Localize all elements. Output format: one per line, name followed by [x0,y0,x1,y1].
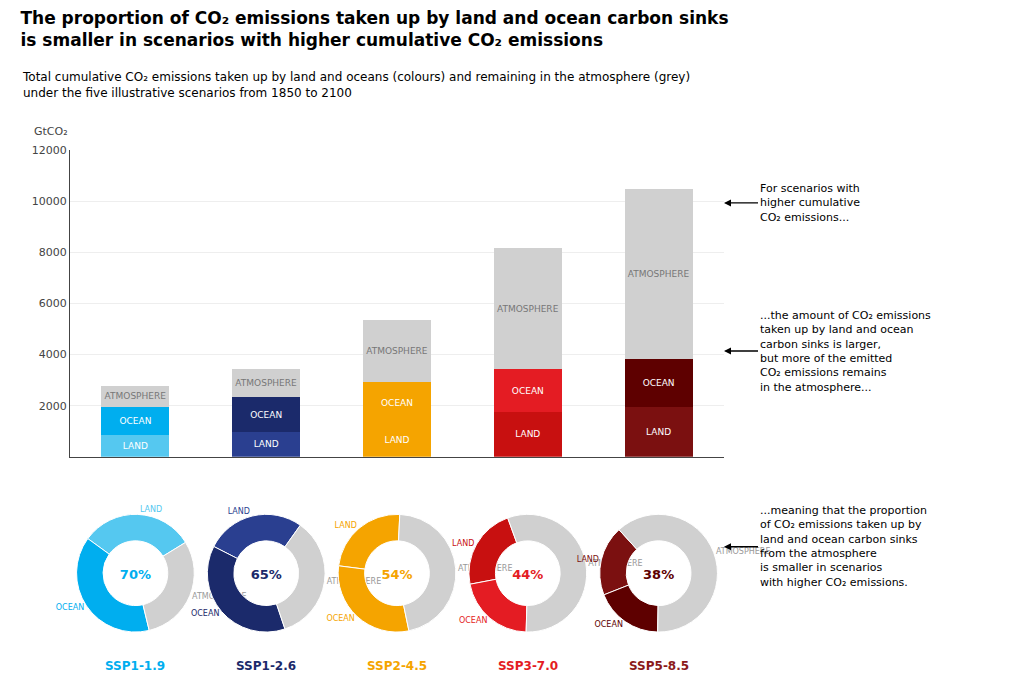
svg-text:...meaning that the proportion: ...meaning that the proportionof CO₂ emi… [760,504,927,589]
svg-text:ATMOSPHERE: ATMOSPHERE [588,559,643,569]
svg-text:4000: 4000 [39,348,67,361]
svg-text:OCEAN: OCEAN [643,378,675,388]
svg-text:LAND: LAND [140,505,162,514]
svg-text:OCEAN: OCEAN [56,603,84,612]
svg-text:38%: 38% [643,567,674,582]
svg-text:OCEAN: OCEAN [326,614,354,623]
svg-text:SSP3-7.0: SSP3-7.0 [498,659,558,673]
svg-text:SSP5-8.5: SSP5-8.5 [629,659,689,673]
svg-text:SSP1-2.6: SSP1-2.6 [236,659,296,673]
svg-text:The proportion of CO₂ emission: The proportion of CO₂ emissions taken up… [20,8,728,50]
svg-text:ATMOSPHERE: ATMOSPHERE [457,564,513,574]
svg-text:OCEAN: OCEAN [250,410,282,420]
svg-text:LAND: LAND [646,427,671,437]
svg-text:8000: 8000 [39,246,67,259]
svg-text:OCEAN: OCEAN [381,398,413,408]
svg-text:LAND: LAND [228,507,250,516]
svg-text:ATMOSPHERE: ATMOSPHERE [105,391,167,401]
svg-text:LAND: LAND [515,429,540,439]
svg-text:44%: 44% [512,567,543,582]
svg-text:OCEAN: OCEAN [512,386,544,396]
svg-text:LAND: LAND [452,539,474,548]
svg-text:SSP2-4.5: SSP2-4.5 [367,659,427,673]
svg-text:10000: 10000 [32,195,67,208]
svg-text:12000: 12000 [32,144,67,157]
svg-text:SSP1-1.9: SSP1-1.9 [105,659,165,673]
svg-text:Total cumulative CO₂ emissions: Total cumulative CO₂ emissions taken up … [22,70,690,100]
svg-text:...the amount of CO₂ emissions: ...the amount of CO₂ emissionstaken up b… [760,309,931,394]
svg-text:65%: 65% [251,567,282,582]
svg-text:ATMOSPHERE: ATMOSPHERE [366,346,428,356]
svg-text:ATMOSPHERE: ATMOSPHERE [628,269,690,279]
svg-text:ATMOSPHERE: ATMOSPHERE [497,304,559,314]
svg-text:OCEAN: OCEAN [594,620,622,629]
svg-text:ATMOSPHERE: ATMOSPHERE [716,547,771,556]
svg-text:6000: 6000 [39,297,67,310]
svg-text:LAND: LAND [335,521,357,530]
svg-text:OCEAN: OCEAN [191,609,219,618]
svg-text:LAND: LAND [123,441,148,451]
svg-text:LAND: LAND [254,439,279,449]
svg-text:54%: 54% [381,567,412,582]
svg-text:LAND: LAND [384,435,409,445]
svg-text:GtCO₂: GtCO₂ [34,125,68,138]
svg-text:LAND: LAND [577,555,599,564]
svg-text:OCEAN: OCEAN [119,416,151,426]
svg-text:ATMOSPHERE: ATMOSPHERE [326,577,382,587]
svg-text:2000: 2000 [39,400,67,413]
svg-text:ATMOSPHERE: ATMOSPHERE [235,378,297,388]
svg-text:70%: 70% [120,567,151,582]
svg-text:For scenarios withhigher cumul: For scenarios withhigher cumulativeCO₂ e… [760,182,860,224]
svg-text:OCEAN: OCEAN [459,616,487,625]
